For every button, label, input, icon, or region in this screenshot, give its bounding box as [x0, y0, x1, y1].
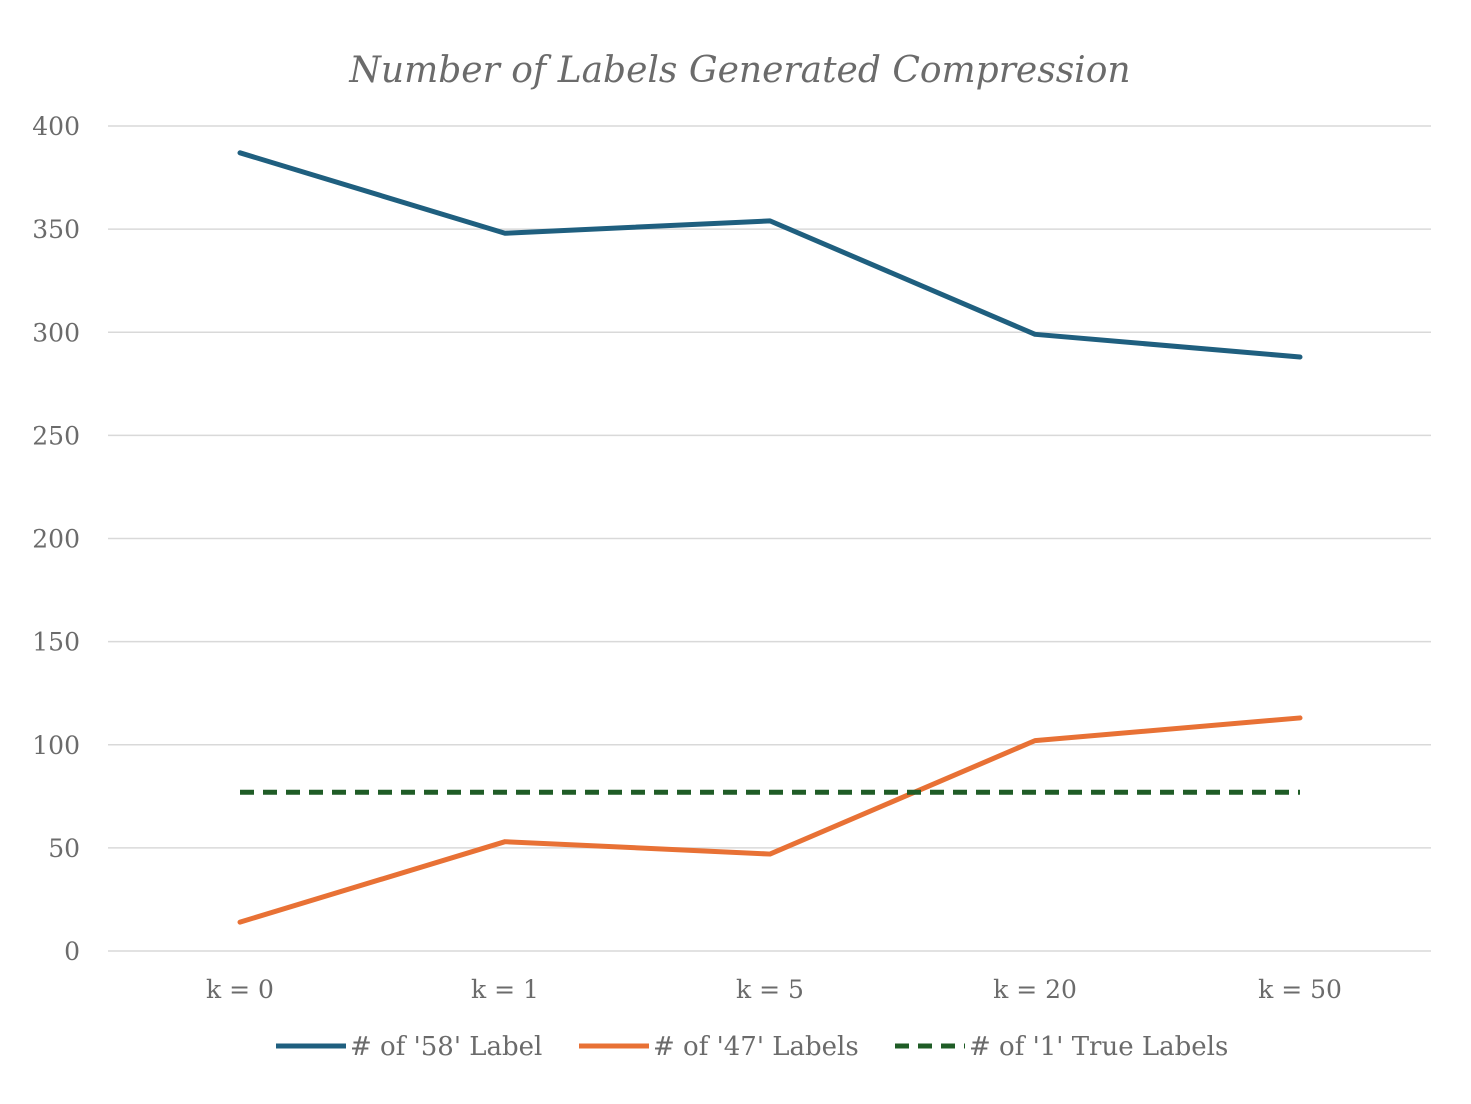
- series-1-point-2: [768, 852, 773, 857]
- series-2-point-1: [503, 790, 508, 795]
- series-0-point-2: [768, 218, 773, 223]
- series-1-point-1: [503, 839, 508, 844]
- y-tick-label: 300: [32, 318, 80, 347]
- x-tick-label: k = 50: [1258, 975, 1342, 1004]
- x-axis-tick-labels: k = 0 k = 1 k = 5 k = 20 k = 50: [206, 975, 1342, 1004]
- y-tick-label: 400: [32, 112, 80, 141]
- y-tick-label: 100: [32, 731, 80, 760]
- chart-title: Number of Labels Generated Compression: [348, 50, 1130, 91]
- legend-item-2: # of '1' True Labels: [895, 1032, 1228, 1062]
- y-tick-label: 150: [32, 628, 80, 657]
- y-tick-label: 350: [32, 215, 80, 244]
- y-axis-tick-labels: 0 50 100 150 200 250 300 350 400: [32, 112, 80, 966]
- legend-label: # of '47' Labels: [653, 1032, 859, 1062]
- series-line-0: [237, 150, 1303, 360]
- x-tick-label: k = 0: [206, 975, 274, 1004]
- y-tick-label: 250: [32, 421, 80, 450]
- series-1-point-0: [238, 920, 243, 925]
- series-2-point-3: [1033, 790, 1038, 795]
- series-0-point-1: [503, 231, 508, 236]
- y-tick-label: 200: [32, 525, 80, 554]
- legend-item-0: # of '58' Label: [276, 1032, 542, 1062]
- series-1-point-4: [1298, 715, 1303, 720]
- legend-label: # of '1' True Labels: [969, 1032, 1228, 1062]
- series-1-point-3: [1033, 738, 1038, 743]
- x-tick-label: k = 5: [736, 975, 804, 1004]
- y-tick-label: 0: [64, 937, 80, 966]
- series-2-point-4: [1298, 790, 1303, 795]
- x-tick-label: k = 1: [471, 975, 539, 1004]
- series-2-point-2: [768, 790, 773, 795]
- series-layer: [237, 150, 1303, 925]
- legend-item-1: # of '47' Labels: [579, 1032, 859, 1062]
- series-line-1: [237, 715, 1303, 925]
- y-tick-label: 50: [48, 834, 80, 863]
- series-0-point-4: [1298, 355, 1303, 360]
- legend: # of '58' Label # of '47' Labels # of '1' …: [276, 1032, 1228, 1062]
- legend-label: # of '58' Label: [350, 1032, 542, 1062]
- series-0-point-0: [238, 150, 243, 155]
- x-tick-label: k = 20: [993, 975, 1077, 1004]
- grid-layer: [108, 125, 1431, 952]
- series-2-point-0: [238, 790, 243, 795]
- series-0-point-3: [1033, 332, 1038, 337]
